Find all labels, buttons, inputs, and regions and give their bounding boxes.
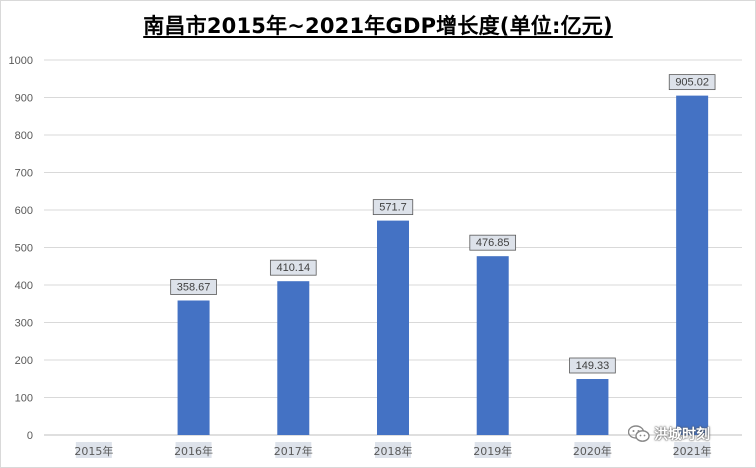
data-label-text: 905.02 [675, 77, 709, 89]
y-tick-label: 0 [27, 430, 33, 442]
x-tick-label: 2017年 [274, 444, 313, 458]
data-labels: 358.67 410.14 571.7 476.85 149.33 905.02 [170, 74, 716, 374]
x-tick-label: 2018年 [374, 444, 413, 458]
bars [177, 95, 709, 436]
bar [277, 281, 310, 435]
data-label-box [170, 279, 217, 295]
watermark-text: 洪城时刻 [654, 427, 710, 443]
x-tick-label: 2019年 [473, 444, 512, 458]
wechat-icon [628, 425, 650, 442]
x-tick: 2016年 [174, 442, 213, 458]
x-tick-bg [375, 442, 411, 458]
bar [576, 379, 609, 435]
y-axis-ticks: 0 100 200 300 400 500 600 700 800 900 1000 [9, 55, 33, 442]
x-tick-bg [574, 442, 611, 458]
data-label-box [569, 357, 616, 374]
x-tick: 2018年 [374, 442, 413, 458]
x-tick-bg [474, 442, 511, 458]
x-tick: 2015年 [74, 442, 113, 458]
data-label-box [469, 234, 517, 251]
data-label: 905.02 [668, 74, 716, 91]
y-tick-label: 900 [15, 93, 33, 105]
bar [177, 300, 210, 435]
x-tick-bg [275, 442, 312, 458]
x-tick: 2020年 [573, 442, 612, 458]
x-tick-label: 2020年 [573, 444, 612, 458]
data-label-box [668, 74, 716, 91]
data-label: 476.85 [469, 234, 517, 251]
x-tick-bg [175, 442, 212, 458]
bar [476, 256, 509, 435]
y-tick-label: 200 [15, 355, 33, 367]
x-tick-label: 2016年 [174, 444, 213, 458]
data-label: 410.14 [269, 259, 317, 276]
data-label-text: 410.14 [276, 262, 310, 274]
data-label-text: 358.67 [177, 281, 211, 293]
y-tick-label: 600 [15, 205, 33, 217]
y-tick-label: 100 [15, 393, 33, 405]
x-tick: 2019年 [473, 442, 512, 458]
chart-title: 南昌市2015年~2021年GDP增长度(单位:亿元) [143, 14, 613, 38]
data-label-text: 571.7 [379, 202, 407, 214]
watermark: 洪城时刻 [628, 424, 710, 444]
y-tick-label: 800 [15, 130, 33, 142]
data-label: 571.7 [372, 199, 414, 216]
x-axis-ticks: 2015年 2016年 2017年 2018年 2019年 2020年 2021年 [74, 442, 712, 458]
data-label: 358.67 [170, 279, 217, 295]
x-tick: 2021年 [673, 442, 712, 458]
x-tick-bg [674, 442, 711, 458]
y-tick-label: 1000 [9, 55, 33, 67]
y-tick-label: 700 [15, 168, 33, 180]
bar [676, 95, 709, 436]
x-tick-label: 2015年 [74, 444, 113, 458]
x-tick-bg [75, 442, 112, 458]
y-tick-label: 500 [15, 243, 33, 255]
x-tick-label: 2021年 [673, 444, 712, 458]
data-label-box [372, 199, 414, 216]
data-label-box [269, 259, 317, 276]
y-tick-label: 400 [15, 280, 33, 292]
bar [377, 220, 409, 435]
x-tick: 2017年 [274, 442, 313, 458]
data-label: 149.33 [569, 357, 616, 374]
y-tick-label: 300 [15, 318, 33, 330]
data-label-text: 149.33 [576, 360, 610, 372]
data-label-text: 476.85 [476, 237, 510, 249]
